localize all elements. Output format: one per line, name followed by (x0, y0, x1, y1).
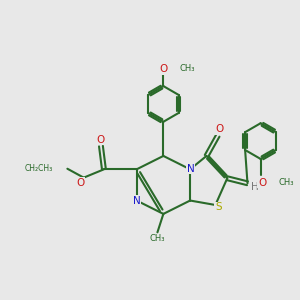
Text: O: O (215, 124, 224, 134)
Text: S: S (215, 202, 222, 212)
Text: H: H (251, 182, 259, 192)
Text: CH₃: CH₃ (180, 64, 195, 73)
Text: CH₂CH₃: CH₂CH₃ (24, 164, 52, 172)
Text: N: N (187, 164, 195, 174)
Text: O: O (258, 178, 266, 188)
Text: N: N (133, 196, 140, 206)
Text: CH₃: CH₃ (278, 178, 294, 187)
Text: O: O (97, 135, 105, 145)
Text: CH₃: CH₃ (150, 234, 165, 243)
Text: O: O (159, 64, 167, 74)
Text: O: O (76, 178, 84, 188)
